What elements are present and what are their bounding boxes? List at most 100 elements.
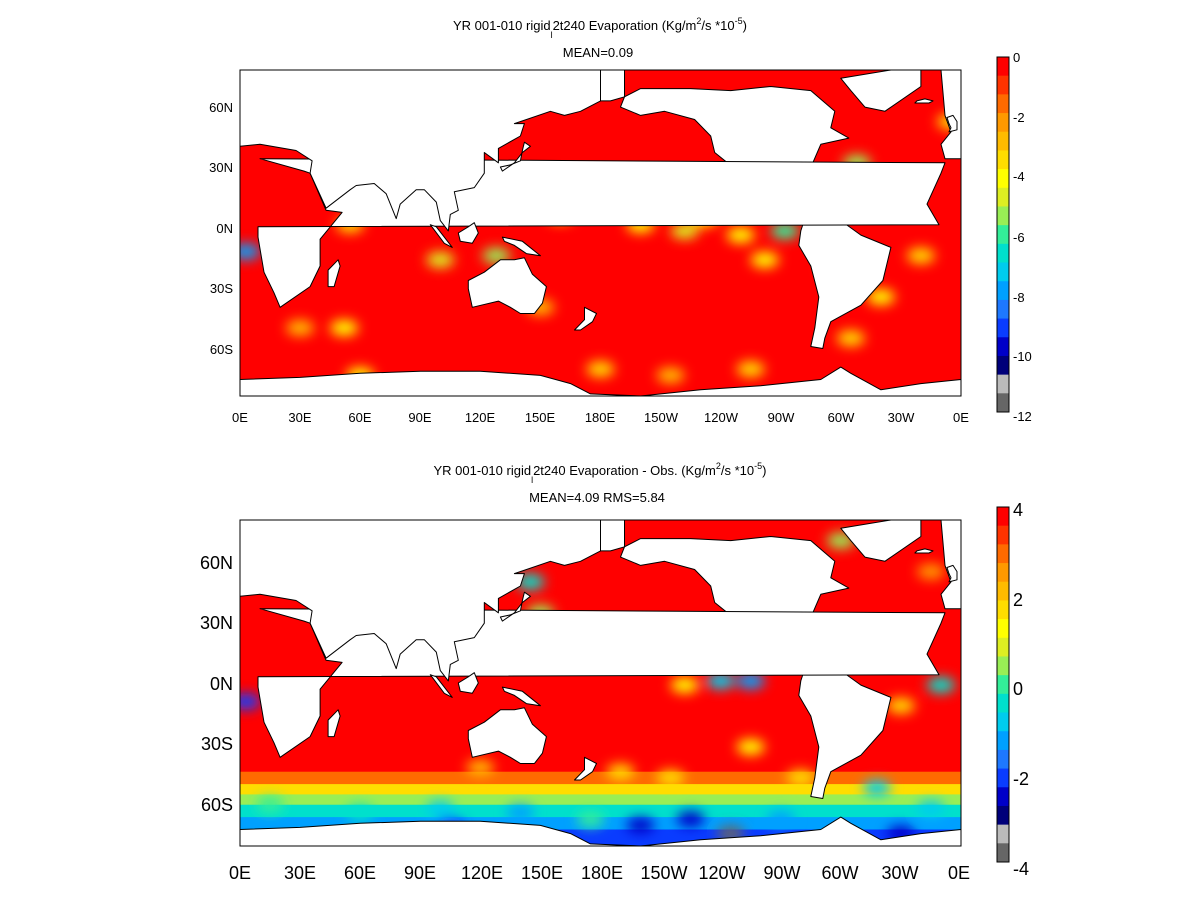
colorbar-swatch [997, 75, 1009, 95]
anomaly-blob [256, 796, 285, 813]
colorbar-swatch [997, 600, 1009, 620]
colorbar-swatch [997, 318, 1009, 338]
x-tick-label: 90E [404, 863, 436, 883]
colorbar-swatch [997, 581, 1009, 601]
colorbar-swatch [997, 656, 1009, 676]
land-madagascar [327, 259, 341, 288]
anomaly-blob [670, 222, 699, 239]
x-tick-label: 0E [948, 863, 970, 883]
x-tick-label: 30E [288, 410, 311, 425]
anomaly-blob [426, 800, 455, 817]
anomaly-blob [786, 769, 815, 786]
x-tick-label: 90W [763, 863, 800, 883]
land-uk [946, 564, 958, 583]
colorbar-1: 0 -2 -4 -6 -8 -10 -12 [996, 50, 1032, 424]
landmass-layer-1 [240, 70, 961, 396]
chart-1-subtitle: MEAN=0.09 [563, 45, 633, 60]
colorbar-tick-label: -4 [1013, 169, 1025, 184]
land-sumatra [429, 224, 453, 248]
y-tick-label: 30N [200, 613, 233, 633]
anomaly-blob [726, 227, 755, 244]
colorbar-swatch [997, 206, 1009, 226]
anomaly-blob [676, 811, 705, 828]
x-tick-label: 180E [581, 863, 623, 883]
anomaly-blob [736, 738, 765, 755]
colorbar-swatch [997, 768, 1009, 788]
colorbar-swatch [997, 712, 1009, 732]
land-iceland [914, 548, 934, 554]
colorbar-tick-label: -10 [1013, 349, 1032, 364]
colorbar-swatch [997, 563, 1009, 583]
anomaly-blob [346, 804, 375, 821]
colorbar-swatch [997, 337, 1009, 357]
colorbar-swatch [997, 843, 1009, 863]
colorbar-swatch [997, 355, 1009, 376]
x-axis-2: 0E 30E 60E 90E 120E 150E 180E 150W 120W … [229, 863, 970, 883]
land-new-guinea [501, 236, 541, 257]
colorbar-swatch [997, 693, 1009, 714]
chart-panel-2: YR 001-010 rigidl2t240 Evaporation - Obs… [200, 461, 1029, 883]
landmass-layer-2 [240, 520, 961, 846]
x-tick-label: 60E [348, 410, 371, 425]
land-greenland [840, 520, 922, 562]
x-tick-label: 60E [344, 863, 376, 883]
chart-panel-1: YR 001-010 rigidl2t240 Evaporation (Kg/m… [209, 16, 1032, 425]
x-tick-label: 0E [953, 410, 969, 425]
land-australia [467, 707, 547, 764]
y-tick-label: 0N [216, 221, 233, 236]
colorbar-swatch [997, 805, 1009, 826]
land-sumatra [429, 674, 453, 698]
anomaly-blob [886, 697, 915, 714]
y-tick-label: 60S [201, 795, 233, 815]
y-tick-label: 60N [200, 553, 233, 573]
colorbar-tick-label: -2 [1013, 769, 1029, 789]
land-new-zealand [574, 756, 597, 781]
y-tick-label: 30N [209, 160, 233, 175]
land-arctic-east [600, 520, 625, 552]
colorbar-swatch [997, 169, 1009, 189]
y-tick-label: 30S [210, 281, 233, 296]
x-tick-label: 30W [881, 863, 918, 883]
colorbar-2: 4 2 0 -2 -4 [996, 500, 1029, 879]
x-tick-label: 120W [698, 863, 745, 883]
y-axis-2: 60N 30N 0N 30S 60S [200, 553, 233, 815]
colorbar-swatch [997, 57, 1009, 77]
land-japan [499, 591, 531, 622]
land-eurasia-east [240, 70, 601, 232]
colorbar-swatch [997, 187, 1009, 207]
anomaly-blob [286, 319, 315, 336]
anomaly-blob [770, 222, 799, 239]
anomaly-blob [606, 763, 635, 780]
land-borneo [457, 672, 479, 694]
anomaly-blob [736, 672, 765, 689]
colorbar-tick-label: 0 [1013, 679, 1023, 699]
map-frame-1 [239, 69, 962, 397]
land-new-zealand [574, 306, 597, 331]
y-tick-label: 60S [210, 342, 233, 357]
land-south-america [798, 211, 892, 349]
land-australia [467, 257, 547, 314]
x-tick-label: 150E [521, 863, 563, 883]
anomaly-blob [576, 811, 605, 828]
chart-2-title: YR 001-010 rigidl2t240 Evaporation - Obs… [434, 461, 767, 485]
land-eurasia-east [240, 520, 601, 682]
colorbar-swatch [997, 281, 1009, 301]
land-arctic-east [600, 70, 625, 102]
anomaly-blob [926, 677, 955, 694]
x-tick-label: 30W [888, 410, 915, 425]
map-frame-2 [239, 519, 962, 847]
map-plot-2 [239, 519, 962, 847]
anomaly-blob [916, 563, 945, 580]
colorbar-tick-label: -2 [1013, 110, 1025, 125]
y-tick-label: 30S [201, 734, 233, 754]
colorbar-swatch [997, 544, 1009, 564]
anomaly-blob [656, 769, 685, 786]
anomaly-blob [916, 800, 945, 817]
x-tick-label: 150W [640, 863, 687, 883]
band-stripe [240, 771, 961, 786]
x-tick-label: 120W [704, 410, 739, 425]
anomaly-blob [766, 811, 795, 828]
anomaly-blob [706, 672, 735, 689]
colorbar-tick-label: -6 [1013, 230, 1025, 245]
